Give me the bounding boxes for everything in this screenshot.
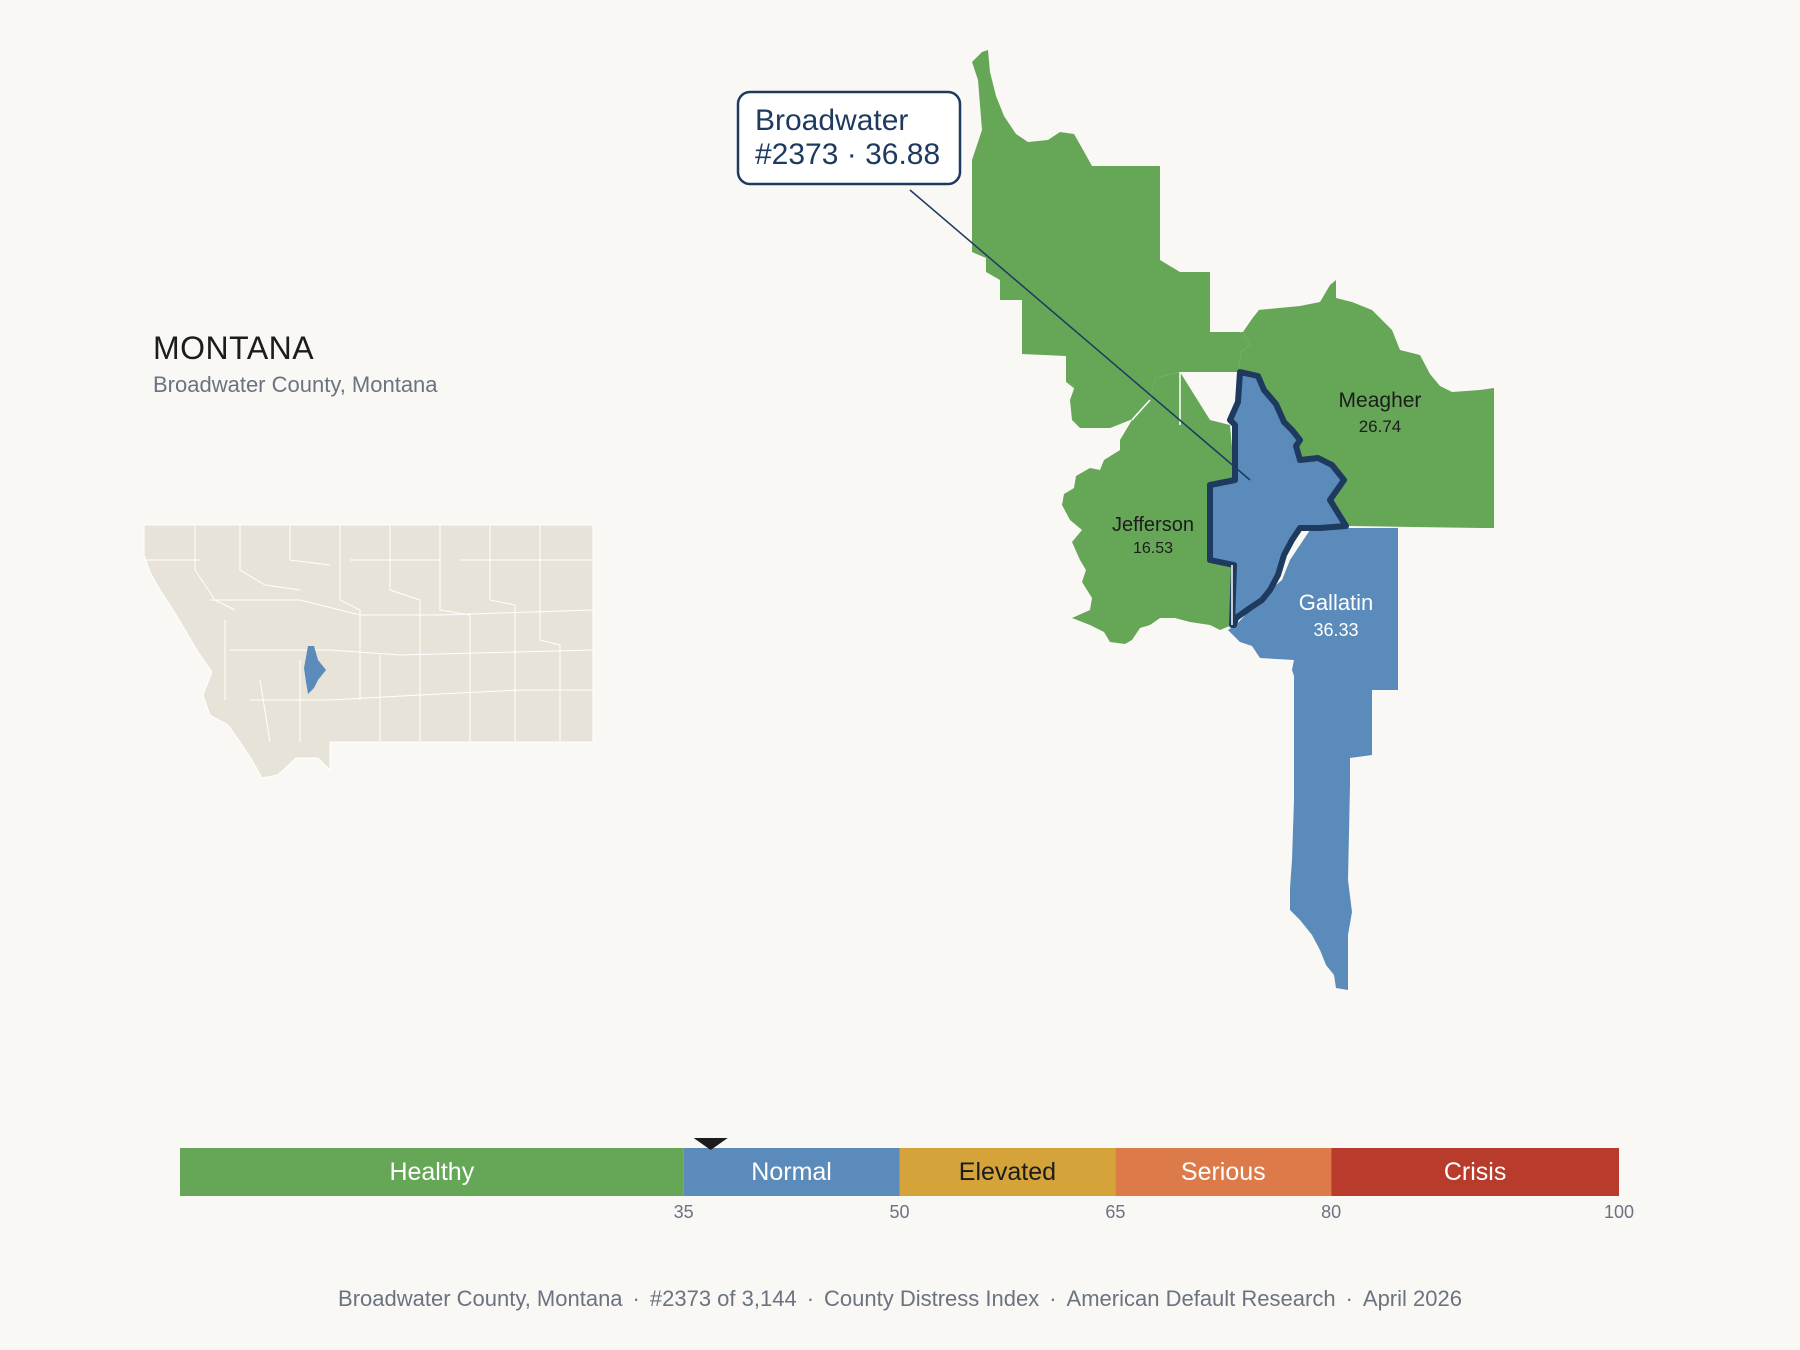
scale-band-elevated bbox=[899, 1148, 1116, 1196]
county-label-jefferson-name: Jefferson bbox=[1112, 514, 1194, 536]
county-label-jefferson-score: 16.53 bbox=[1133, 540, 1173, 557]
county-label-meagher-name: Meagher bbox=[1339, 389, 1422, 412]
scale-band-label-serious: Serious bbox=[1181, 1158, 1266, 1186]
footer-item: April 2026 bbox=[1362, 1286, 1462, 1311]
county-label-gallatin-score: 36.33 bbox=[1313, 620, 1358, 640]
county-label-meagher-score: 26.74 bbox=[1359, 417, 1402, 436]
footer-separator: · bbox=[806, 1286, 815, 1311]
county-boundary-lines bbox=[1131, 309, 1259, 625]
footer: Broadwater County, Montana · #2373 of 3,14… bbox=[0, 1286, 1800, 1312]
footer-item: #2373 of 3,144 bbox=[649, 1286, 797, 1311]
scale-tick-label: 50 bbox=[889, 1202, 909, 1222]
county-labels: Meagher 26.74 Jefferson 16.53 Gallatin 3… bbox=[1112, 389, 1421, 640]
callout-box: Broadwater #2373 · 36.88 bbox=[736, 90, 962, 186]
callout-rank-score: #2373 · 36.88 bbox=[755, 138, 940, 171]
detail-map bbox=[972, 50, 1494, 990]
inset-county-lines bbox=[144, 525, 594, 743]
scale-tick-label: 35 bbox=[674, 1202, 694, 1222]
inset-state-map bbox=[143, 524, 594, 779]
county-shape-gallatin bbox=[1228, 528, 1398, 990]
footer-separator: · bbox=[632, 1286, 640, 1311]
scale-band-label-healthy: Healthy bbox=[389, 1158, 474, 1186]
scale-band-label-normal: Normal bbox=[751, 1158, 832, 1186]
distress-scale: Healthy Normal Elevated Serious Crisis 35 50 65… bbox=[180, 1138, 1634, 1222]
state-title: MONTANA bbox=[153, 330, 315, 366]
footer-separator: · bbox=[1345, 1286, 1353, 1311]
scale-band-label-elevated: Elevated bbox=[959, 1158, 1056, 1186]
footer-item: Broadwater County, Montana bbox=[338, 1286, 623, 1311]
county-shape-north bbox=[972, 50, 1250, 428]
county-label-gallatin-name: Gallatin bbox=[1299, 590, 1374, 615]
footer-separator: · bbox=[1049, 1286, 1057, 1311]
state-subtitle: Broadwater County, Montana bbox=[153, 372, 438, 397]
footer-item: American Default Research bbox=[1066, 1286, 1336, 1311]
scale-marker bbox=[693, 1138, 728, 1150]
callout-county-name: Broadwater bbox=[755, 104, 908, 137]
scale-tick-label: 80 bbox=[1321, 1202, 1341, 1222]
scale-band-label-crisis: Crisis bbox=[1444, 1158, 1507, 1186]
scale-band-crisis bbox=[1331, 1148, 1619, 1196]
county-shape-jefferson bbox=[1062, 372, 1235, 644]
scale-tick-label: 100 bbox=[1604, 1202, 1634, 1222]
scale-band-healthy bbox=[180, 1148, 684, 1196]
county-shape-meagher bbox=[1238, 280, 1494, 528]
inset-montana-shape bbox=[143, 524, 594, 779]
scale-band-normal bbox=[683, 1148, 900, 1196]
footer-item: County Distress Index bbox=[824, 1286, 1040, 1311]
county-shape-broadwater bbox=[1207, 369, 1349, 628]
scale-tick-label: 65 bbox=[1105, 1202, 1125, 1222]
inset-broadwater-highlight bbox=[304, 646, 326, 694]
callout-leader-line bbox=[909, 189, 1251, 481]
scale-band-serious bbox=[1115, 1148, 1332, 1196]
